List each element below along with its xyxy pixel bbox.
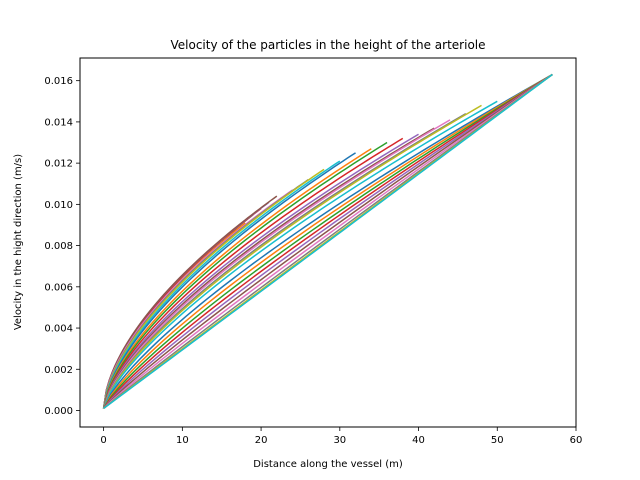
trajectory-line-17 bbox=[102, 119, 451, 409]
trajectory-line-11 bbox=[102, 152, 356, 409]
plot-frame bbox=[79, 57, 577, 428]
trajectory-line-13 bbox=[102, 141, 388, 409]
trajectory-line-27 bbox=[103, 73, 553, 409]
trajectory-line-14 bbox=[102, 137, 404, 409]
x-tick-label: 60 bbox=[570, 435, 583, 446]
series-group bbox=[102, 73, 553, 410]
y-tick-label: 0.012 bbox=[44, 159, 73, 170]
y-tick-label: 0.008 bbox=[44, 241, 73, 252]
trajectory-line-23 bbox=[102, 73, 553, 409]
trajectory-line-28 bbox=[103, 73, 553, 410]
x-tick-label: 50 bbox=[491, 435, 504, 446]
y-tick-label: 0.016 bbox=[44, 76, 73, 87]
x-tick-label: 0 bbox=[100, 435, 106, 446]
trajectory-line-24 bbox=[103, 73, 553, 409]
trajectory-line-30 bbox=[103, 73, 553, 410]
trajectory-line-12 bbox=[102, 148, 372, 409]
y-axis: 0.000 0.002 0.004 0.006 0.008 0.010 0.012 0.014… bbox=[44, 76, 80, 417]
chart-title: Velocity of the particles in the height … bbox=[170, 38, 485, 52]
trajectory-line-22 bbox=[102, 73, 553, 409]
trajectory-line-10 bbox=[102, 160, 341, 409]
x-tick-label: 30 bbox=[333, 435, 346, 446]
y-axis-label: Velocity in the hight direction (m/s) bbox=[13, 154, 24, 330]
x-tick-label: 20 bbox=[255, 435, 268, 446]
x-axis: 0 10 20 30 40 50 60 bbox=[100, 427, 582, 446]
trajectory-line-25 bbox=[103, 73, 553, 409]
trajectory-line-6 bbox=[102, 195, 278, 409]
y-tick-label: 0.010 bbox=[44, 200, 73, 211]
x-axis-label: Distance along the vessel (m) bbox=[253, 459, 403, 470]
trajectory-line-16 bbox=[102, 127, 435, 409]
trajectory-line-15 bbox=[102, 133, 419, 409]
trajectory-line-21 bbox=[102, 73, 553, 409]
y-tick-label: 0.006 bbox=[44, 282, 73, 293]
trajectory-line-20 bbox=[102, 100, 498, 409]
trajectory-line-19 bbox=[102, 104, 482, 409]
trajectory-line-9 bbox=[102, 168, 325, 409]
y-tick-label: 0.002 bbox=[44, 365, 73, 376]
trajectory-line-18 bbox=[102, 113, 467, 409]
y-tick-label: 0.014 bbox=[44, 117, 73, 128]
x-tick-label: 40 bbox=[412, 435, 425, 446]
plot-area bbox=[79, 57, 577, 428]
trajectory-line-26 bbox=[103, 73, 553, 409]
y-tick-label: 0.000 bbox=[44, 406, 73, 417]
y-tick-label: 0.004 bbox=[44, 324, 73, 335]
x-tick-label: 10 bbox=[176, 435, 189, 446]
